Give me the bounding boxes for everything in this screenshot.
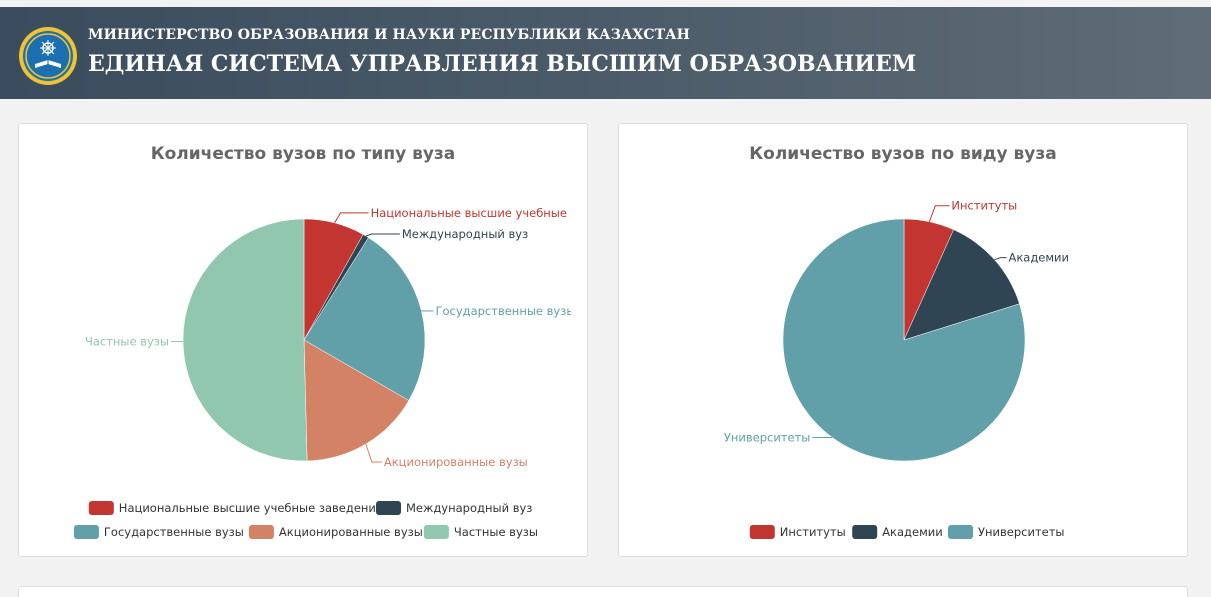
legend-label: Институты bbox=[780, 525, 846, 539]
chart-card-by-kind: Количество вузов по виду вуза Институты А… bbox=[618, 123, 1188, 557]
slice-label: Акционированные вузы bbox=[384, 455, 528, 469]
legend-item[interactable]: Международный вуз bbox=[376, 501, 532, 515]
pie-slice[interactable] bbox=[782, 218, 1026, 462]
slice-label: Университеты bbox=[724, 431, 811, 445]
slice-label-line bbox=[365, 233, 400, 237]
pie-slice[interactable] bbox=[903, 229, 1020, 341]
slice-label-line bbox=[928, 205, 950, 222]
legend-item[interactable]: Институты bbox=[749, 525, 846, 539]
legend-item[interactable]: Университеты bbox=[948, 525, 1065, 539]
slice-label-line bbox=[365, 443, 382, 463]
legend-swatch bbox=[376, 501, 401, 515]
pie-slice[interactable] bbox=[303, 237, 426, 401]
slice-label: Институты bbox=[951, 199, 1017, 213]
slice-label: Академии bbox=[1008, 251, 1069, 265]
legend-swatch bbox=[73, 525, 99, 539]
pie-slice[interactable] bbox=[182, 218, 308, 462]
legend-item[interactable]: Частные вузы bbox=[423, 525, 538, 539]
legend-item[interactable]: Национальные высшие учебные заведения bbox=[88, 501, 383, 515]
legend-swatch bbox=[948, 525, 973, 539]
legend-item[interactable]: Акционированные вузы bbox=[248, 525, 423, 539]
legend-swatch bbox=[423, 525, 449, 539]
legend-swatch bbox=[248, 525, 274, 539]
legend-label: Частные вузы bbox=[454, 525, 538, 539]
ministry-name: МИНИСТЕРСТВО ОБРАЗОВАНИЯ И НАУКИ РЕСПУБЛ… bbox=[88, 27, 690, 43]
next-card bbox=[18, 586, 1188, 597]
pie-chart-by-kind: Институты Академии Университеты Институты Ак… bbox=[724, 199, 1069, 539]
slice-label-line bbox=[994, 257, 1007, 261]
legend-label: Академии bbox=[882, 525, 943, 539]
chart-title: Количество вузов по виду вуза bbox=[749, 144, 1057, 164]
page-header: МИНИСТЕРСТВО ОБРАЗОВАНИЯ И НАУКИ РЕСПУБЛ… bbox=[0, 7, 1211, 99]
legend-swatch bbox=[749, 525, 775, 539]
legend-swatch bbox=[88, 501, 114, 515]
legend-label: Университеты bbox=[978, 525, 1065, 539]
ministry-emblem-icon bbox=[19, 27, 77, 85]
legend-label: Международный вуз bbox=[406, 501, 532, 515]
slice-label-line bbox=[334, 212, 369, 224]
system-title: ЕДИНАЯ СИСТЕМА УПРАВЛЕНИЯ ВЫСШИМ ОБРАЗОВ… bbox=[88, 51, 917, 77]
chart-title: Количество вузов по типу вуза bbox=[150, 144, 456, 164]
legend-label: Акционированные вузы bbox=[279, 525, 423, 539]
pie-chart-by-type: Национальные высшие учебные зав Междунаро… bbox=[73, 206, 589, 539]
slice-label: Национальные высшие учебные зав bbox=[371, 206, 589, 220]
legend-label: Национальные высшие учебные заведения bbox=[119, 501, 383, 515]
chart-card-by-type: Количество вузов по типу вуза Национальн… bbox=[18, 123, 588, 557]
legend-item[interactable]: Государственные вузы bbox=[73, 525, 244, 539]
legend-swatch bbox=[852, 525, 878, 539]
slice-label: Международный вуз bbox=[402, 227, 528, 241]
legend-item[interactable]: Академии bbox=[852, 525, 943, 539]
legend-label: Государственные вузы bbox=[104, 525, 244, 539]
slice-label: Частные вузы bbox=[85, 335, 169, 349]
slice-label: Государственные вузы bbox=[435, 304, 575, 318]
